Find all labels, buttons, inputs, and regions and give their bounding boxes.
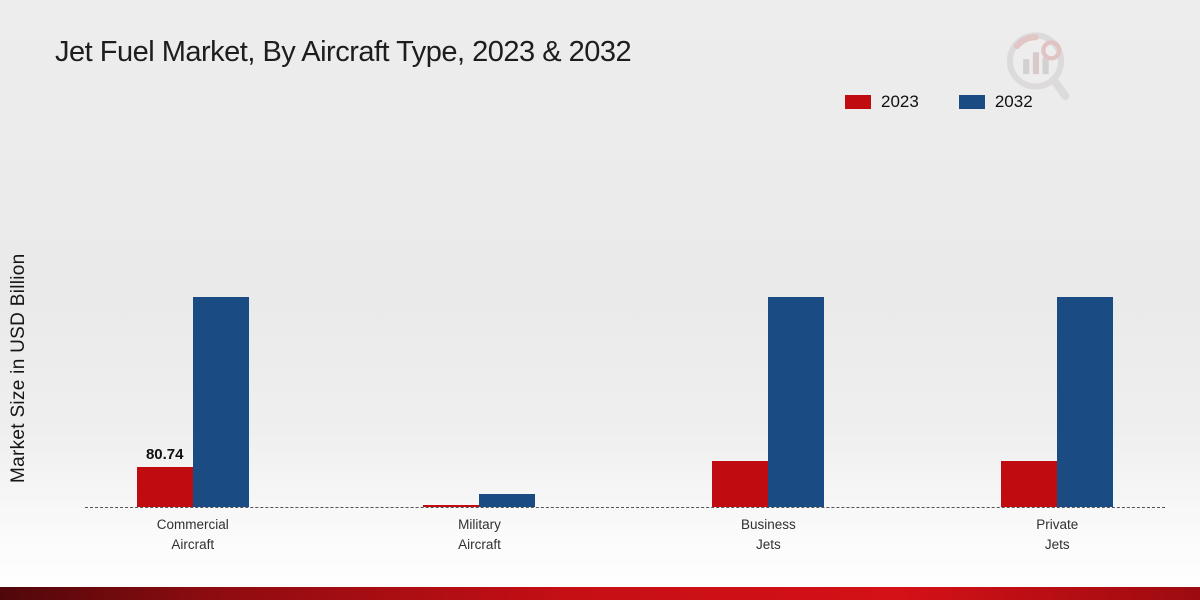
y-axis-label: Market Size in USD Billion: [8, 253, 29, 483]
bar-value-label: 80.74: [145, 446, 184, 464]
bar-group-commercial-aircraft: 80.74: [136, 296, 249, 507]
category-label-private-jets: Private Jets: [1036, 517, 1079, 552]
bottom-accent-bar: [0, 587, 1200, 600]
bar-2032-business-jets: [768, 296, 825, 507]
legend-swatch-2032-icon: [958, 95, 985, 109]
legend-item-2032: 2032: [958, 92, 1033, 112]
bar-2032-military-aircraft: [479, 494, 536, 507]
bar-group-military-aircraft: [423, 494, 536, 507]
legend-label-2032: 2032: [994, 92, 1033, 111]
bar-2023-commercial-aircraft: 80.74: [136, 446, 193, 507]
bar-2023-military-aircraft: [423, 505, 480, 507]
bar-group-private-jets: [1001, 296, 1114, 507]
plot-area: 80.74: [85, 292, 1165, 508]
bar-2023-private-jets: [1001, 461, 1058, 507]
category-label-business-jets: Business Jets: [740, 517, 796, 552]
x-axis-baseline: [85, 507, 1165, 508]
category-labels: Commercial Aircraft Military Aircraft Busine…: [90, 515, 1160, 559]
bar-2023-business-jets: [712, 461, 769, 507]
legend-swatch-2023-icon: [845, 95, 871, 109]
bar-group-business-jets: [712, 296, 825, 507]
bar-2032-commercial-aircraft: [192, 296, 249, 507]
brand-logo-icon: [995, 22, 1083, 114]
legend: 2023 2032: [845, 92, 1033, 112]
bar-2032-private-jets: [1057, 296, 1114, 507]
chart-title: Jet Fuel Market, By Aircraft Type, 2023 …: [55, 36, 632, 68]
category-label-commercial-aircraft: Commercial Aircraft: [156, 517, 229, 552]
legend-item-2023: 2023: [845, 92, 919, 112]
category-label-military-aircraft: Military Aircraft: [458, 517, 501, 552]
legend-label-2023: 2023: [881, 92, 919, 111]
